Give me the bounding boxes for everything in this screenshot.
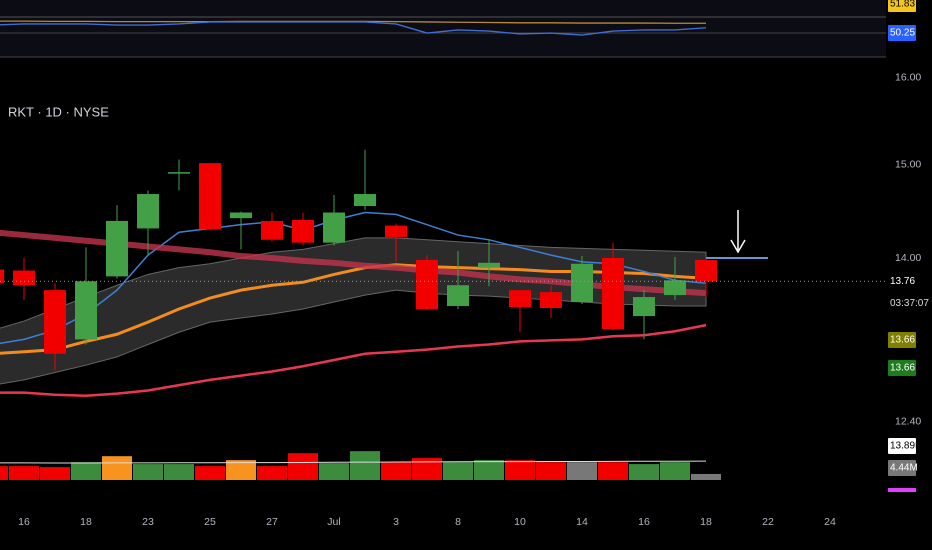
candle-body xyxy=(633,297,655,317)
x-tick-label: 18 xyxy=(700,516,712,528)
chart-title: RKT · 1D · NYSE xyxy=(8,104,109,119)
y-tick-label: 16.00 xyxy=(895,72,921,84)
volume-bar xyxy=(505,460,535,480)
line-badge-bg xyxy=(888,360,916,376)
rsi-badge: 51.83 xyxy=(890,0,915,10)
x-tick-label: 8 xyxy=(455,516,461,528)
arrow-head xyxy=(730,239,746,254)
candle-body xyxy=(571,263,593,303)
candle-body xyxy=(75,281,97,340)
volume-bar xyxy=(536,462,566,480)
candle-body xyxy=(478,262,500,268)
volume-bar xyxy=(660,462,690,480)
candle-body xyxy=(354,194,376,207)
x-tick-label: 22 xyxy=(762,516,774,528)
volume-bar xyxy=(40,467,70,480)
rsi-badge: 50.25 xyxy=(890,28,915,39)
rsi-line xyxy=(0,21,707,36)
x-tick-label: 24 xyxy=(824,516,836,528)
rsi-badge-bg xyxy=(888,0,916,12)
x-tick-label: Jul xyxy=(327,516,340,528)
volume-bar xyxy=(226,460,256,480)
volume-ma-badge: 13.89M xyxy=(890,441,923,452)
line-badge: 13.66 xyxy=(890,335,915,346)
rsi-pane xyxy=(0,0,886,57)
candle-body xyxy=(540,292,562,309)
line-badge: 13.66 xyxy=(890,363,915,374)
volume-bar xyxy=(9,466,39,480)
x-tick-label: 3 xyxy=(393,516,399,528)
y-tick-label: 14.00 xyxy=(895,252,921,264)
candle-body xyxy=(0,269,4,284)
y-tick-label: 15.00 xyxy=(895,159,921,171)
volume-bar xyxy=(350,451,380,480)
volume-badge-bg xyxy=(888,460,916,476)
volume-bar xyxy=(412,458,442,480)
volume-bar xyxy=(381,462,411,480)
candle-body xyxy=(261,220,283,240)
y-tick-label: 12.40 xyxy=(895,415,921,427)
candle-body xyxy=(106,220,128,277)
x-tick-label: 16 xyxy=(638,516,650,528)
volume-ma xyxy=(0,460,707,464)
candle-body xyxy=(168,172,190,174)
candle-body xyxy=(602,257,624,330)
volume-bar xyxy=(474,460,504,480)
candle-body xyxy=(509,290,531,308)
candle-body xyxy=(230,212,252,219)
rsi-badge-bg xyxy=(888,25,916,41)
price-badge-bg xyxy=(888,273,916,290)
volume-bar xyxy=(71,462,101,480)
candle-body xyxy=(323,212,345,243)
candle-body xyxy=(416,259,438,310)
candle-body xyxy=(695,259,717,282)
x-tick-label: 27 xyxy=(266,516,278,528)
overlay-line xyxy=(0,323,707,398)
volume-accent xyxy=(888,488,916,492)
volume-bar xyxy=(691,473,721,480)
candle-body xyxy=(447,285,469,307)
candle-body xyxy=(13,270,35,286)
volume-bar xyxy=(443,462,473,480)
countdown: 03:37:07 xyxy=(890,298,929,309)
x-tick-label: 18 xyxy=(80,516,92,528)
volume-bar xyxy=(0,466,8,480)
volume-bar xyxy=(102,456,132,480)
candle-body xyxy=(385,225,407,237)
volume-bar xyxy=(629,464,659,480)
line-badge-bg xyxy=(888,332,916,348)
volume-badge: 4.44M xyxy=(890,463,918,474)
candle-body xyxy=(292,219,314,243)
candle-body xyxy=(664,280,686,296)
overlay-line xyxy=(0,211,707,345)
volume-bar xyxy=(567,462,597,480)
x-tick-label: 10 xyxy=(514,516,526,528)
candle-body xyxy=(199,163,221,230)
volume-bar xyxy=(288,453,318,480)
x-tick-label: 25 xyxy=(204,516,216,528)
volume-bar xyxy=(598,462,628,480)
band-area xyxy=(0,237,707,385)
volume-ma-badge-bg xyxy=(888,438,916,454)
volume-bar xyxy=(195,466,225,480)
countdown-bg xyxy=(888,295,916,312)
volume-bar xyxy=(164,464,194,480)
x-tick-label: 16 xyxy=(18,516,30,528)
volume-bar xyxy=(257,466,287,480)
volume-bar xyxy=(319,463,349,480)
candle-body xyxy=(137,194,159,229)
x-tick-label: 14 xyxy=(576,516,588,528)
volume-bar xyxy=(133,464,163,480)
x-tick-label: 23 xyxy=(142,516,154,528)
candle-body xyxy=(44,290,66,354)
price-badge: 13.76 xyxy=(890,276,915,287)
